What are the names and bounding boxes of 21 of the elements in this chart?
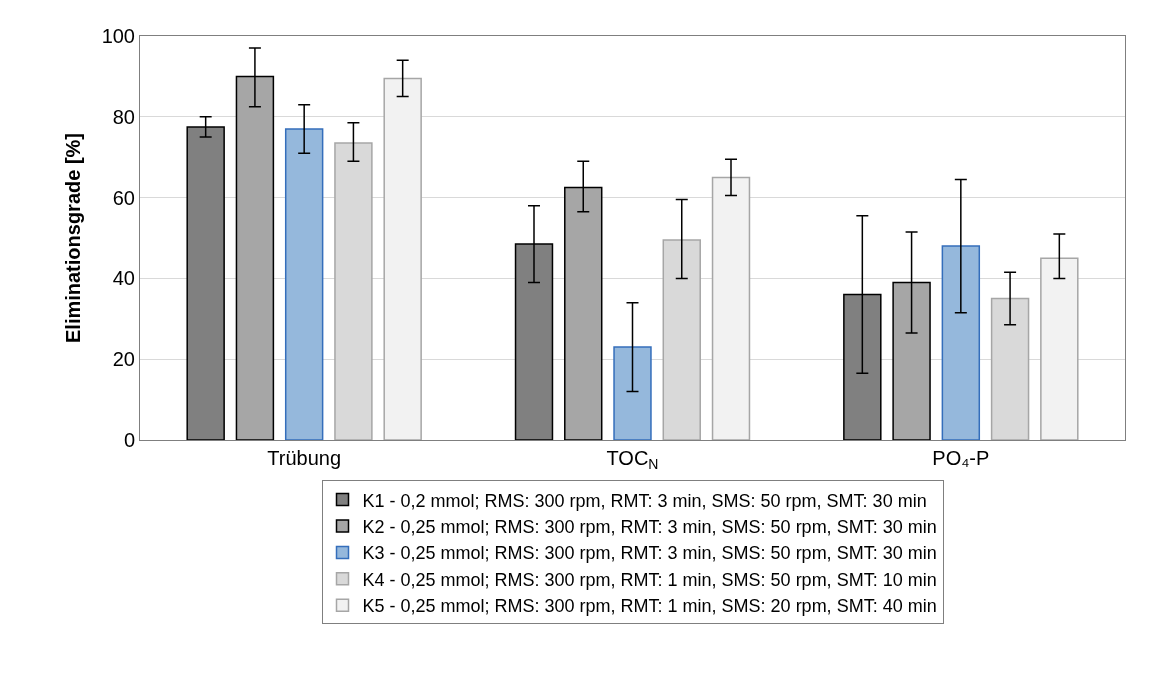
x-tick-label: PO₄-P bbox=[932, 447, 990, 469]
x-tick-label: TOC$_{N}$ bbox=[606, 447, 659, 473]
bar bbox=[284, 128, 324, 440]
legend-label: K1 - 0,2 mmol; RMS: 300 rpm, RMT: 3 min, SMS: 50 rpm, SMT: 30 min bbox=[362, 490, 927, 511]
bar bbox=[711, 176, 751, 440]
y-tick-label: 40 bbox=[112, 267, 135, 290]
y-tick-label: 0 bbox=[123, 429, 135, 451]
y-tick-label: 20 bbox=[112, 348, 135, 371]
legend-label: K3 - 0,25 mmol; RMS: 300 rpm, RMT: 3 min, SMS: 50 rpm, SMT: 30 min bbox=[362, 543, 937, 564]
bar bbox=[1040, 257, 1079, 440]
x-tick-label: Trübung bbox=[267, 447, 342, 469]
y-axis-title: Eliminationsgrade [%] bbox=[62, 132, 85, 344]
legend-label: K5 - 0,25 mmol; RMS: 300 rpm, RMT: 1 min, SMS: 20 rpm, SMT: 40 min bbox=[362, 596, 937, 617]
legend-label: K4 - 0,25 mmol; RMS: 300 rpm, RMT: 1 min, SMS: 50 rpm, SMT: 10 min bbox=[362, 569, 937, 590]
y-tick-label: 80 bbox=[112, 105, 135, 128]
legend-label: K2 - 0,25 mmol; RMS: 300 rpm, RMT: 3 min, SMS: 50 rpm, SMT: 30 min bbox=[362, 517, 937, 538]
bar bbox=[941, 245, 981, 440]
y-tick-label: 100 bbox=[101, 25, 135, 47]
bar bbox=[613, 346, 652, 440]
y-tick-label: 60 bbox=[112, 186, 135, 209]
bar bbox=[383, 77, 422, 440]
